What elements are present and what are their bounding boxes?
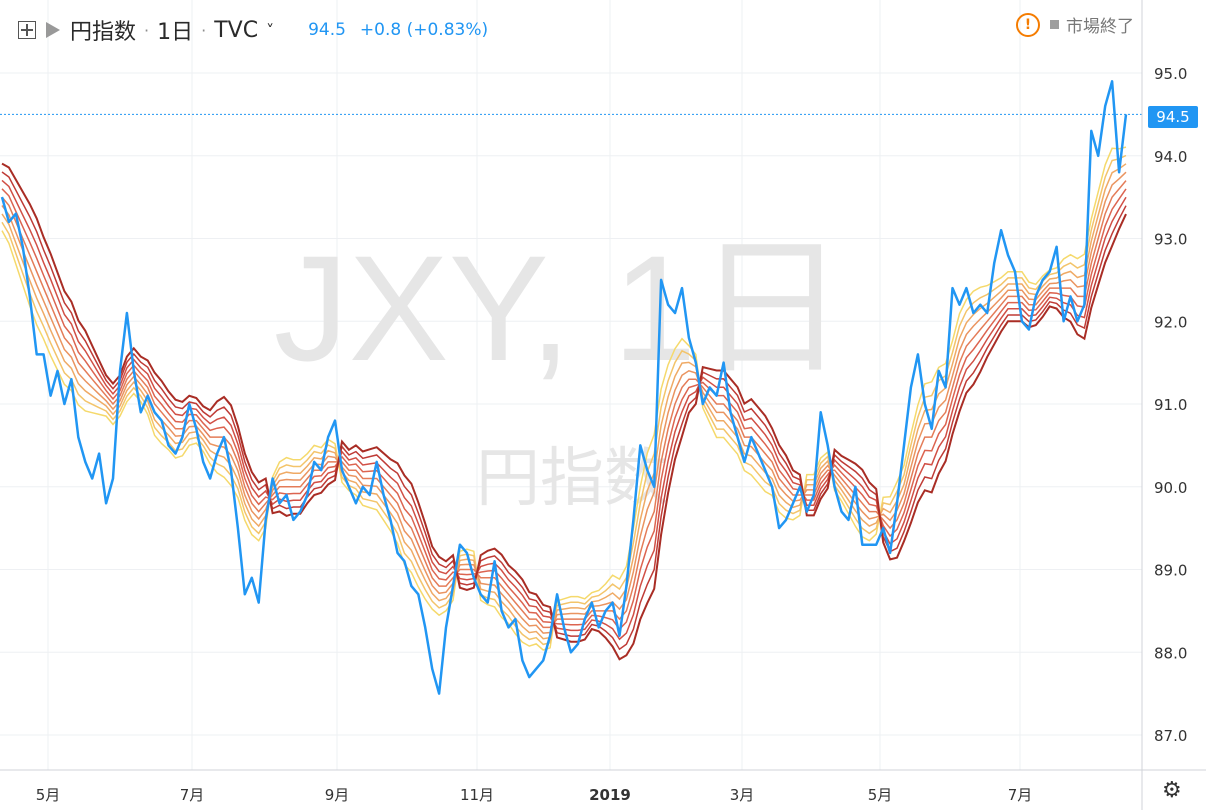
x-tick-label: 11月	[460, 786, 494, 804]
last-price-tag: 94.5	[1148, 106, 1198, 128]
x-tick-label: 7月	[180, 786, 205, 804]
y-tick-label: 95.0	[1154, 65, 1187, 83]
header-separator-2: ·	[201, 20, 207, 40]
ribbon-line	[1, 162, 1127, 661]
ribbon-line	[1, 180, 1127, 629]
chevron-down-icon[interactable]: ˅	[266, 20, 275, 40]
symbol-name[interactable]: 円指数	[70, 20, 137, 45]
price-series	[0, 80, 1128, 695]
y-tick-label: 91.0	[1154, 396, 1187, 414]
ribbon-line	[1, 171, 1127, 634]
x-tick-label: 5月	[36, 786, 61, 804]
y-tick-label: 88.0	[1154, 644, 1187, 662]
watermark-main: JXY, 1日	[274, 224, 847, 392]
expand-icon[interactable]	[18, 21, 36, 39]
price-change: +0.8 (+0.83%)	[359, 20, 489, 40]
ribbon-line	[1, 146, 1127, 651]
price-line	[0, 80, 1128, 695]
chart-grid	[0, 0, 1142, 770]
y-tick-label: 89.0	[1154, 562, 1187, 580]
y-tick-label: 93.0	[1154, 231, 1187, 249]
interval-label[interactable]: 1日	[157, 20, 194, 45]
gear-icon[interactable]: ⚙	[1162, 778, 1182, 803]
y-tick-label: 94.0	[1154, 148, 1187, 166]
y-tick-label: 90.0	[1154, 479, 1187, 497]
chart-watermark: JXY, 1日 円指数	[274, 224, 847, 516]
x-tick-label: 5月	[868, 786, 893, 804]
last-price: 94.5	[308, 20, 346, 40]
y-tick-label: 92.0	[1154, 313, 1187, 331]
exchange-label[interactable]: TVC	[214, 17, 259, 43]
ribbon-line	[1, 163, 1127, 640]
header-separator-1: ·	[144, 20, 150, 40]
x-tick-label: 2019	[589, 786, 631, 804]
x-tick-label: 3月	[730, 786, 755, 804]
status-square-icon	[1050, 20, 1059, 29]
market-state-label: 市場終了	[1066, 17, 1134, 37]
chart-header: 円指数 · 1日 · TVC ˅ 94.5 +0.8 (+0.83%)	[0, 12, 488, 48]
y-tick-label: 87.0	[1154, 727, 1187, 745]
market-status: ! 市場終了	[1016, 12, 1134, 37]
price-axis[interactable]: 95.0 94.0 93.0 92.0 91.0 90.0 89.0 88.0 87.0	[1154, 65, 1187, 745]
ribbon-line	[1, 171, 1127, 651]
x-tick-label: 9月	[325, 786, 350, 804]
time-axis[interactable]: 5月 7月 9月 11月 2019 3月 5月 7月	[36, 786, 1033, 804]
x-tick-label: 7月	[1008, 786, 1033, 804]
flag-icon[interactable]	[46, 22, 60, 38]
warning-icon[interactable]: !	[1016, 12, 1040, 37]
